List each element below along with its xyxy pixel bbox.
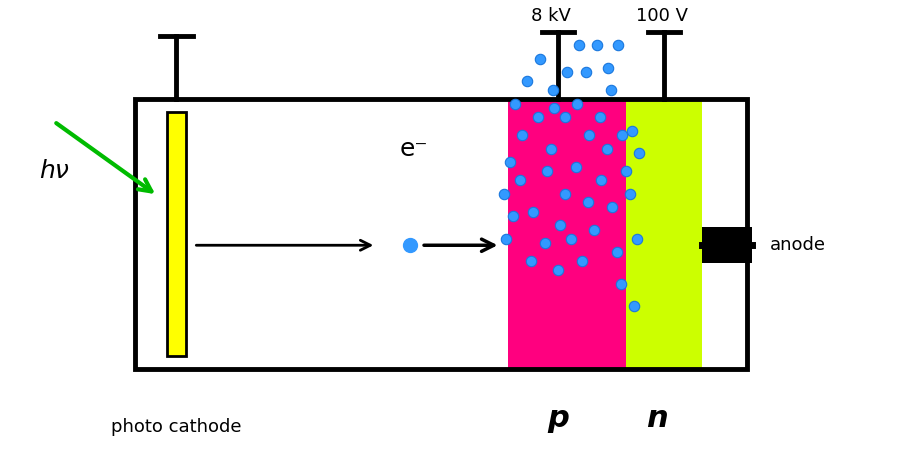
- Text: anode: anode: [770, 236, 825, 254]
- Bar: [508, 99, 626, 369]
- Text: p: p: [547, 404, 569, 433]
- Text: hν: hν: [39, 159, 69, 183]
- Bar: [702, 227, 752, 263]
- Text: 100 V: 100 V: [635, 7, 688, 25]
- Bar: [166, 112, 186, 356]
- Text: e⁻: e⁻: [400, 136, 428, 161]
- Bar: [626, 99, 702, 369]
- Text: 8 kV: 8 kV: [531, 7, 571, 25]
- Bar: [135, 99, 747, 369]
- Text: photo cathode: photo cathode: [112, 418, 241, 436]
- Text: n: n: [646, 404, 668, 433]
